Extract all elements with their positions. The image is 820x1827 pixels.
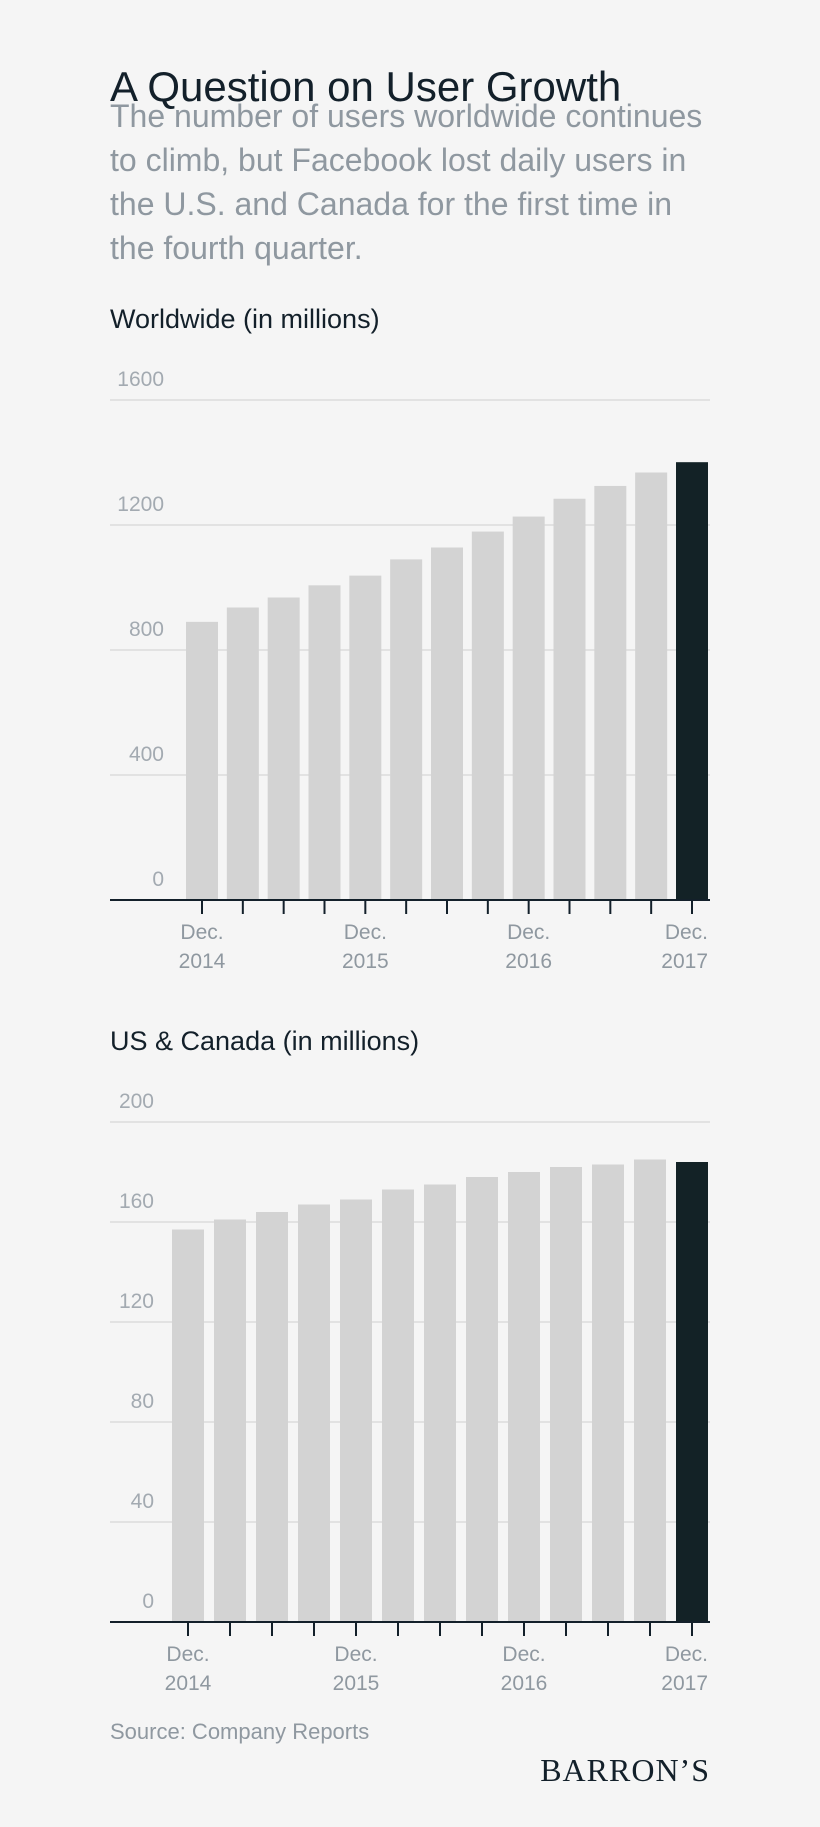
x-tick-label: Dec. [334, 1643, 377, 1666]
bar [308, 585, 341, 900]
y-tick-label: 800 [129, 618, 164, 641]
chart-title-us-canada: US & Canada (in millions) [110, 1026, 420, 1056]
bar [594, 485, 627, 900]
bar [186, 621, 218, 900]
x-tick-label: 2017 [661, 1672, 708, 1695]
publisher-logo: BARRON’S [540, 1752, 710, 1788]
bar [512, 516, 545, 900]
page-subtitle: The number of users worldwide continues … [110, 98, 703, 266]
y-tick-label: 1200 [117, 493, 164, 516]
bar [267, 597, 300, 900]
bar [553, 498, 586, 900]
bar [508, 1172, 540, 1622]
x-tick-label: 2014 [179, 950, 226, 973]
bar [340, 1199, 372, 1622]
bar [550, 1167, 582, 1622]
y-tick-label: 1600 [117, 368, 164, 391]
x-tick-label: Dec. [507, 921, 550, 944]
chart-title-worldwide: Worldwide (in millions) [110, 304, 380, 334]
x-tick-label: 2016 [501, 1672, 548, 1695]
y-tick-label: 0 [152, 868, 164, 891]
y-tick-label: 80 [131, 1390, 154, 1413]
x-tick-label: Dec. [502, 1643, 545, 1666]
bar [634, 1159, 666, 1622]
bar [298, 1204, 330, 1622]
bar [676, 462, 708, 900]
x-tick-label: Dec. [180, 921, 223, 944]
y-tick-label: 40 [131, 1490, 154, 1513]
y-tick-label: 200 [119, 1090, 154, 1113]
y-tick-label: 160 [119, 1190, 154, 1213]
source-note: Source: Company Reports [110, 1719, 370, 1744]
bar [390, 559, 423, 900]
x-tick-label: 2015 [333, 1672, 380, 1695]
x-tick-label: Dec. [344, 921, 387, 944]
x-tick-label: 2017 [661, 950, 708, 973]
bar [349, 575, 382, 900]
bar [214, 1219, 246, 1622]
y-tick-label: 400 [129, 743, 164, 766]
bar [226, 607, 259, 900]
bar [256, 1212, 288, 1622]
bar [172, 1229, 204, 1622]
bar [676, 1162, 708, 1622]
x-tick-label: Dec. [665, 921, 708, 944]
page-title: A Question on User Growth [110, 63, 622, 111]
bar [635, 472, 668, 900]
x-tick-label: 2014 [165, 1672, 212, 1695]
x-tick-label: 2016 [505, 950, 552, 973]
bar [424, 1184, 456, 1622]
chart-worldwide: 0 400 800 1200 1600 Dec. 2014 Dec. 2015 Dec. 2016 D… [110, 368, 710, 973]
y-tick-label: 120 [119, 1290, 154, 1313]
bar [592, 1164, 624, 1622]
x-tick-label: 2015 [342, 950, 389, 973]
bar [382, 1189, 414, 1622]
x-tick-label: Dec. [665, 1643, 708, 1666]
chart-us-canada: 0 40 80 120 160 200 Dec. 2014 Dec. 2015 Dec. 2016 De… [110, 1090, 710, 1695]
bar [431, 547, 463, 900]
bar [466, 1177, 498, 1622]
x-tick-label: Dec. [166, 1643, 209, 1666]
bar [471, 531, 504, 900]
y-tick-label: 0 [142, 1590, 154, 1613]
